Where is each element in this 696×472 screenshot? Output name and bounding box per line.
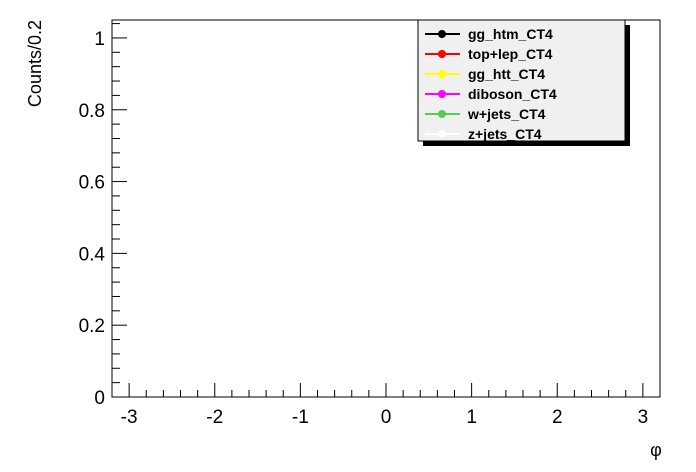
legend-label: top+lep_CT4 (468, 46, 553, 62)
legend-marker (438, 30, 446, 38)
legend-marker (438, 110, 446, 118)
legend-marker (438, 130, 446, 138)
y-tick-label: 0.6 (79, 173, 105, 194)
legend-label: gg_htt_CT4 (468, 66, 545, 82)
x-tick-label: -2 (206, 407, 223, 428)
y-tick-label: 0.2 (79, 316, 105, 337)
legend-marker (438, 70, 446, 78)
legend: gg_htm_CT4 top+lep_CT4 gg_htt_CT4 diboson_C… (417, 19, 630, 146)
y-tick-label: 0.8 (79, 101, 105, 122)
x-tick-label: 0 (381, 407, 392, 428)
x-axis-label: φ (650, 440, 662, 460)
x-axis: -3 -2 -1 0 1 2 3 (111, 383, 661, 428)
y-tick-label: 0.4 (79, 244, 106, 265)
legend-label: z+jets_CT4 (468, 126, 542, 142)
y-tick-label: 1 (94, 29, 105, 50)
x-tick-label: 3 (638, 407, 649, 428)
y-tick-label: 0 (94, 388, 105, 409)
x-tick-label: 2 (552, 407, 563, 428)
x-tick-label: -1 (292, 407, 309, 428)
x-tick-label: 1 (466, 407, 477, 428)
legend-label: gg_htm_CT4 (468, 26, 553, 42)
legend-label: diboson_CT4 (468, 86, 557, 102)
legend-marker (438, 50, 446, 58)
y-axis: 0 0.2 0.4 0.6 0.8 1 (79, 23, 127, 409)
legend-label: w+jets_CT4 (467, 106, 546, 122)
legend-box (417, 19, 626, 142)
x-tick-label: -3 (121, 407, 138, 428)
legend-marker (438, 90, 446, 98)
y-axis-label: Counts/0.2 (25, 20, 45, 107)
